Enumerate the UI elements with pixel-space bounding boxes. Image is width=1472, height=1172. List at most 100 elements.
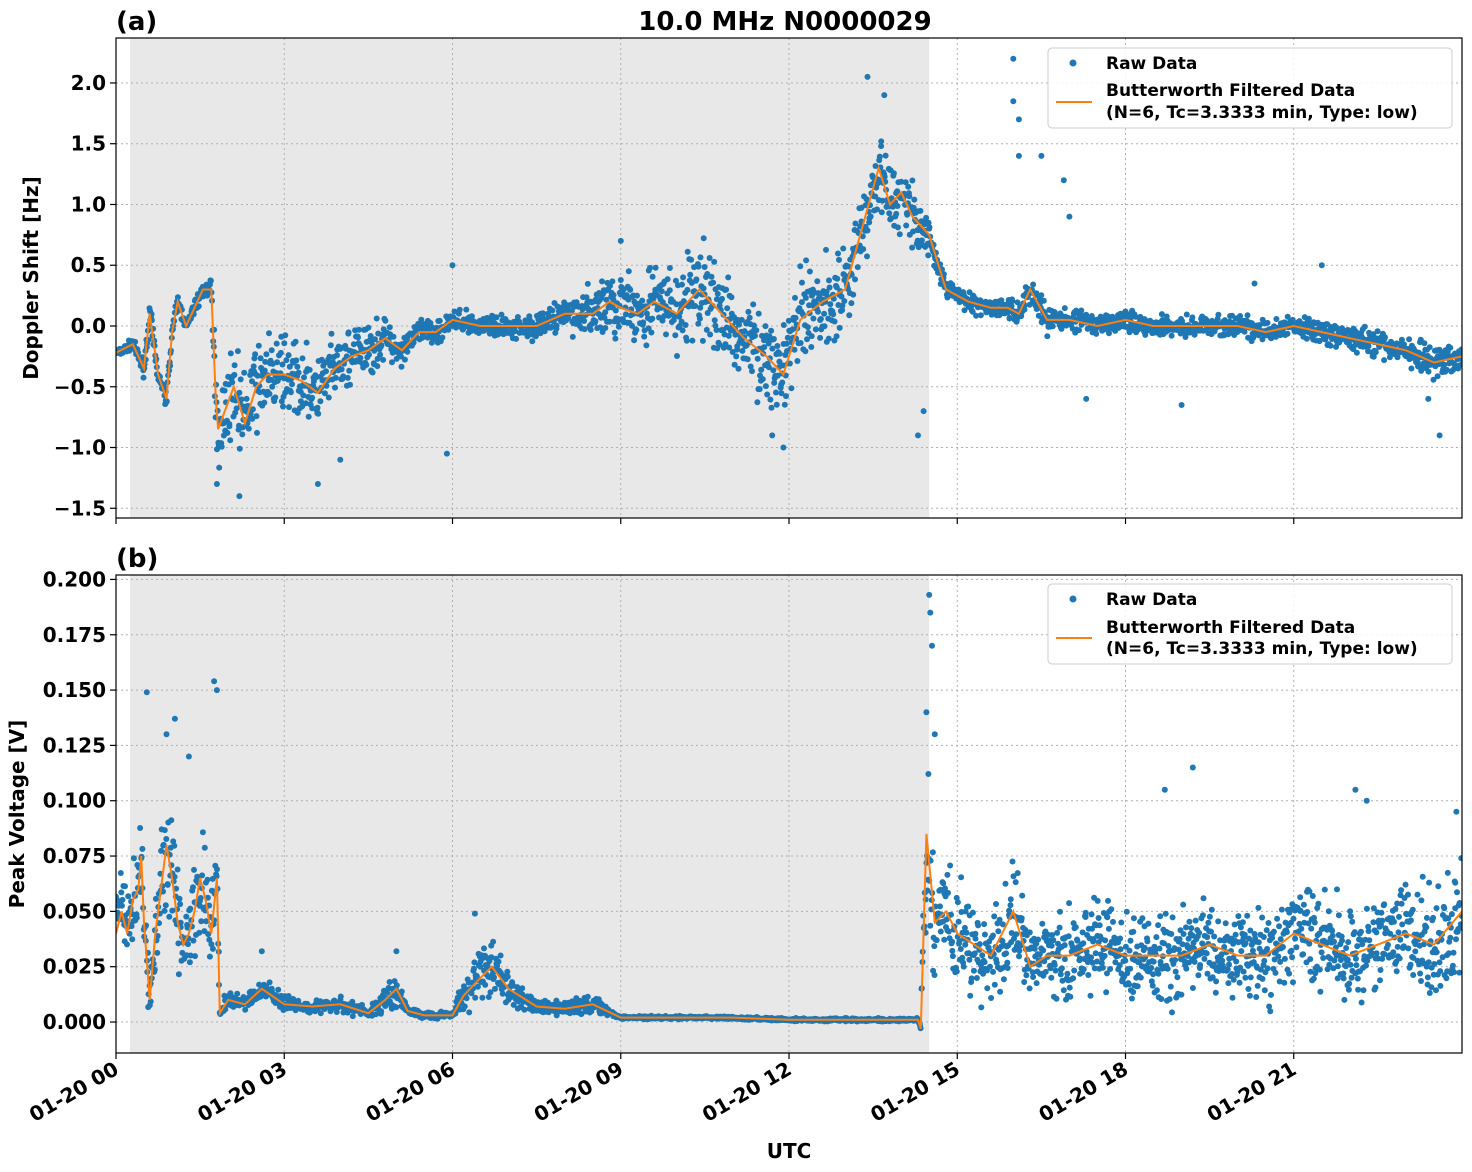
raw-data-point [386,979,393,985]
raw-data-point [647,264,653,271]
raw-data-point [840,245,847,252]
figure-title: 10.0 MHz N0000029 [638,7,931,37]
raw-data-point [302,400,309,407]
raw-data-point [1284,313,1291,320]
raw-data-point [1266,1003,1273,1010]
raw-data-point [273,340,280,347]
raw-data-point [1270,928,1277,935]
raw-data-point [1203,950,1210,957]
raw-data-point [333,1009,340,1015]
raw-data-point [349,1013,356,1020]
raw-data-point [1189,932,1196,939]
raw-data-point [1118,919,1125,926]
legend-box [1047,47,1453,129]
raw-data-point [937,886,944,893]
raw-data-point [355,334,361,341]
raw-data-point [463,995,470,1002]
raw-data-point [1070,975,1077,982]
raw-data-point [1179,941,1186,948]
raw-data-point [1420,351,1427,358]
raw-data-point [1008,930,1015,936]
raw-data-outlier [1425,395,1432,402]
raw-data-point [1169,1009,1175,1016]
raw-data-outlier [443,450,450,457]
raw-data-point [711,258,718,265]
raw-data-point [1238,948,1245,955]
raw-data-point [776,350,783,357]
raw-data-point [521,1006,528,1013]
raw-data-point [234,348,241,355]
raw-data-point [541,328,548,335]
raw-data-point [902,179,909,186]
raw-data-point [471,959,478,966]
raw-data-point [874,206,880,213]
raw-data-point [846,312,853,319]
raw-data-point [738,316,745,323]
raw-data-point [334,352,340,359]
raw-data-point [890,170,897,177]
raw-data-point [152,895,159,902]
raw-data-point [1145,920,1152,927]
raw-data-point [1212,989,1219,996]
raw-data-point [838,293,845,300]
raw-data-point [969,909,976,916]
raw-data-point [1215,968,1222,974]
raw-data-point [1191,958,1198,965]
raw-data-point [1283,929,1290,936]
raw-data-point [356,326,362,333]
raw-data-point [1277,936,1284,943]
raw-data-point [956,937,963,944]
raw-data-point [504,973,511,980]
raw-data-point [876,153,883,160]
raw-data-point [1093,330,1100,337]
raw-data-point [725,332,732,339]
raw-data-point [610,292,617,298]
y-tick-label: −0.5 [54,375,106,399]
raw-data-point [1408,365,1415,372]
raw-data-point [209,945,216,952]
raw-data-point [981,921,988,928]
raw-data-point [1049,932,1056,938]
raw-data-point [1204,970,1211,977]
raw-data-point [973,975,980,981]
raw-data-point [1267,1008,1274,1015]
raw-data-point [237,376,244,383]
raw-data-point [378,342,385,349]
raw-data-point [1255,939,1262,946]
raw-data-point [497,952,504,959]
raw-data-point [882,152,889,159]
raw-data-point [1018,915,1025,922]
panel-b-label: (b) [116,544,158,574]
raw-data-point [1080,966,1087,973]
raw-data-point [185,941,191,948]
raw-data-point [981,931,988,938]
raw-data-point [1290,979,1296,986]
raw-data-point [728,294,735,301]
raw-data-point [315,410,322,417]
raw-data-point [990,932,996,939]
raw-data-outlier [769,432,776,439]
raw-data-point [434,333,441,340]
raw-data-point [962,941,969,948]
raw-data-point [802,348,809,355]
raw-data-point [959,954,966,961]
raw-data-point [680,274,687,281]
raw-data-point [954,899,961,906]
raw-data-outlier [1010,55,1017,62]
raw-data-point [581,326,588,333]
raw-data-point [834,275,841,282]
raw-data-point [510,1001,517,1008]
raw-data-point [923,214,930,221]
raw-data-point [1458,346,1462,353]
raw-data-point [894,224,901,231]
raw-data-point [1264,965,1271,972]
raw-data-point [369,369,376,376]
raw-data-point [1219,957,1226,964]
raw-data-point [1162,910,1169,917]
raw-data-point [1217,937,1224,944]
raw-data-point [1164,965,1171,972]
raw-data-point [1447,344,1454,351]
raw-data-point [752,332,758,339]
raw-data-point [1365,343,1372,350]
panel-a: 10.0 MHz N0000029 (a) −1.5−1.0−0.50.00.5… [19,7,1463,524]
